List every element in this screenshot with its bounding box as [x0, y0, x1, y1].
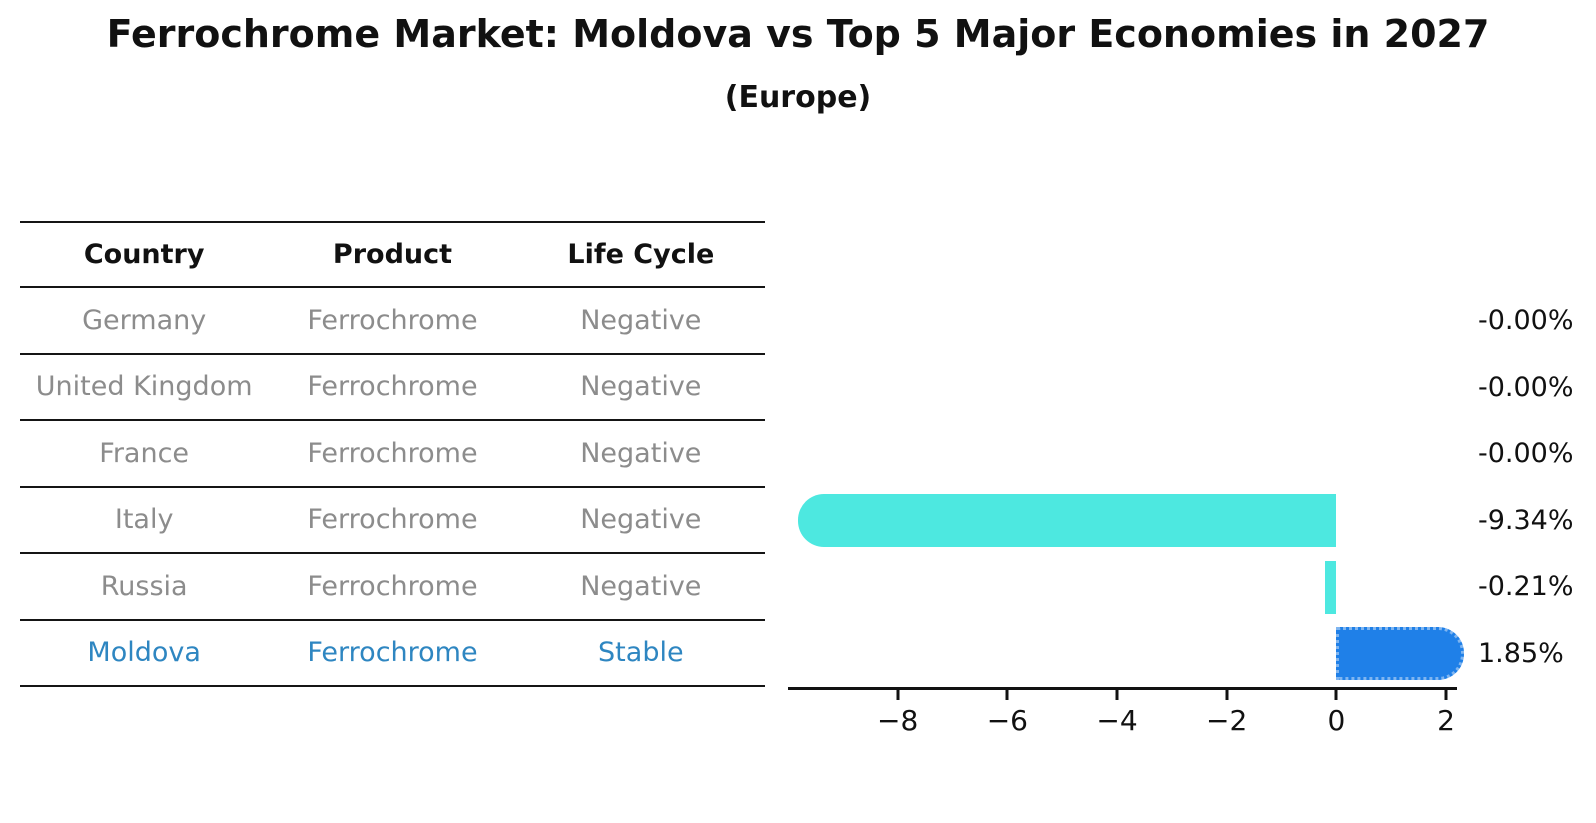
x-axis-tick-label: −2: [1206, 704, 1248, 737]
value-label-italy: -9.34%: [1478, 504, 1574, 536]
x-axis-tick-label: −8: [877, 704, 919, 737]
chart-plot: −8 −6 −4 −2 0 2: [788, 288, 1464, 737]
cell-lifecycle: Negative: [580, 371, 702, 403]
x-axis-tick: [1005, 687, 1009, 700]
value-labels-column: -0.00% -0.00% -0.00% -9.34% -0.21% 1.85%: [1478, 288, 1596, 687]
x-axis-tick-label: 2: [1437, 704, 1455, 737]
table-row-france: France Ferrochrome Negative: [20, 421, 765, 488]
x-axis-tick-label: 0: [1327, 704, 1346, 737]
page-subtitle: (Europe): [724, 80, 872, 115]
column-header-lifecycle: Life Cycle: [567, 239, 715, 270]
cell-lifecycle: Stable: [598, 637, 684, 669]
cell-lifecycle: Negative: [580, 570, 702, 602]
bar-moldova: [1336, 627, 1464, 681]
cell-lifecycle: Negative: [580, 504, 702, 536]
table-row-russia: Russia Ferrochrome Negative: [20, 554, 765, 621]
column-header-product: Product: [332, 239, 453, 270]
page-title: Ferrochrome Market: Moldova vs Top 5 Maj…: [106, 12, 1490, 56]
cell-country: Russia: [100, 570, 188, 602]
cell-product: Ferrochrome: [307, 371, 478, 403]
table-row-italy: Italy Ferrochrome Negative: [20, 488, 765, 554]
bar-russia: [1324, 560, 1337, 614]
cell-product: Ferrochrome: [307, 304, 478, 336]
value-label-germany: -0.00%: [1478, 305, 1574, 336]
value-label-france: -0.00%: [1478, 438, 1574, 469]
bar-italy: [798, 494, 1337, 548]
x-axis-tick: [1334, 687, 1338, 700]
cell-lifecycle: Negative: [580, 304, 702, 336]
cell-product: Ferrochrome: [307, 504, 478, 536]
x-axis-tick: [1444, 687, 1448, 700]
country-table: Country Product Life Cycle Germany Ferro…: [20, 221, 765, 687]
x-axis-tick-label: −6: [986, 704, 1028, 737]
table-row-united-kingdom: United Kingdom Ferrochrome Negative: [20, 355, 765, 421]
cell-country: France: [99, 437, 190, 469]
x-axis-tick: [1225, 687, 1229, 700]
x-axis-tick: [896, 687, 900, 700]
cell-product: Ferrochrome: [307, 437, 478, 469]
value-label-moldova: 1.85%: [1478, 637, 1564, 669]
cell-country: Moldova: [87, 637, 201, 669]
cell-country: United Kingdom: [35, 371, 253, 403]
column-header-country: Country: [83, 239, 205, 270]
cell-product: Ferrochrome: [307, 570, 478, 602]
cell-country: Germany: [82, 304, 207, 336]
value-label-united-kingdom: -0.00%: [1478, 371, 1574, 403]
value-label-russia: -0.21%: [1478, 571, 1574, 602]
table-row-germany: Germany Ferrochrome Negative: [20, 288, 765, 355]
table-row-moldova: Moldova Ferrochrome Stable: [20, 621, 765, 687]
cell-product: Ferrochrome: [307, 637, 478, 669]
x-axis-tick: [1115, 687, 1119, 700]
x-axis-tick-label: −4: [1096, 704, 1138, 737]
cell-country: Italy: [114, 504, 174, 536]
table-header-row: Country Product Life Cycle: [20, 221, 765, 288]
cell-lifecycle: Negative: [580, 437, 702, 469]
